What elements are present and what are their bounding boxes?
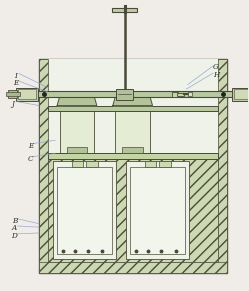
Text: J: J: [12, 100, 14, 107]
Text: H: H: [213, 70, 219, 79]
Bar: [39, 262, 227, 273]
Bar: [60, 111, 94, 153]
Text: I: I: [15, 72, 17, 80]
Text: B: B: [12, 217, 17, 225]
Bar: [49, 106, 218, 111]
Bar: [172, 92, 178, 97]
Bar: [159, 162, 171, 167]
Bar: [115, 111, 150, 153]
Polygon shape: [57, 97, 97, 106]
Text: G: G: [213, 63, 219, 71]
Text: E: E: [13, 79, 19, 87]
Bar: [234, 89, 249, 100]
Bar: [112, 8, 137, 12]
Bar: [188, 92, 192, 96]
Bar: [122, 147, 143, 153]
Bar: [126, 162, 189, 259]
Bar: [145, 162, 156, 167]
Bar: [58, 167, 112, 254]
Bar: [49, 153, 218, 159]
Bar: [116, 89, 133, 100]
Text: C: C: [28, 155, 33, 163]
Bar: [53, 162, 116, 259]
Bar: [66, 147, 87, 153]
Bar: [39, 58, 49, 273]
Bar: [130, 167, 185, 254]
Bar: [6, 92, 20, 96]
Bar: [218, 58, 227, 273]
Bar: [86, 162, 98, 167]
Bar: [49, 159, 218, 262]
Polygon shape: [113, 97, 152, 106]
Bar: [33, 91, 234, 97]
Bar: [49, 58, 218, 262]
Bar: [17, 89, 36, 100]
Bar: [39, 58, 227, 273]
Text: D: D: [11, 232, 17, 240]
Bar: [15, 88, 38, 101]
Text: E: E: [28, 141, 33, 150]
Bar: [232, 88, 249, 101]
Bar: [71, 162, 83, 167]
Bar: [177, 93, 185, 96]
Text: A: A: [12, 224, 17, 232]
Bar: [8, 90, 17, 98]
